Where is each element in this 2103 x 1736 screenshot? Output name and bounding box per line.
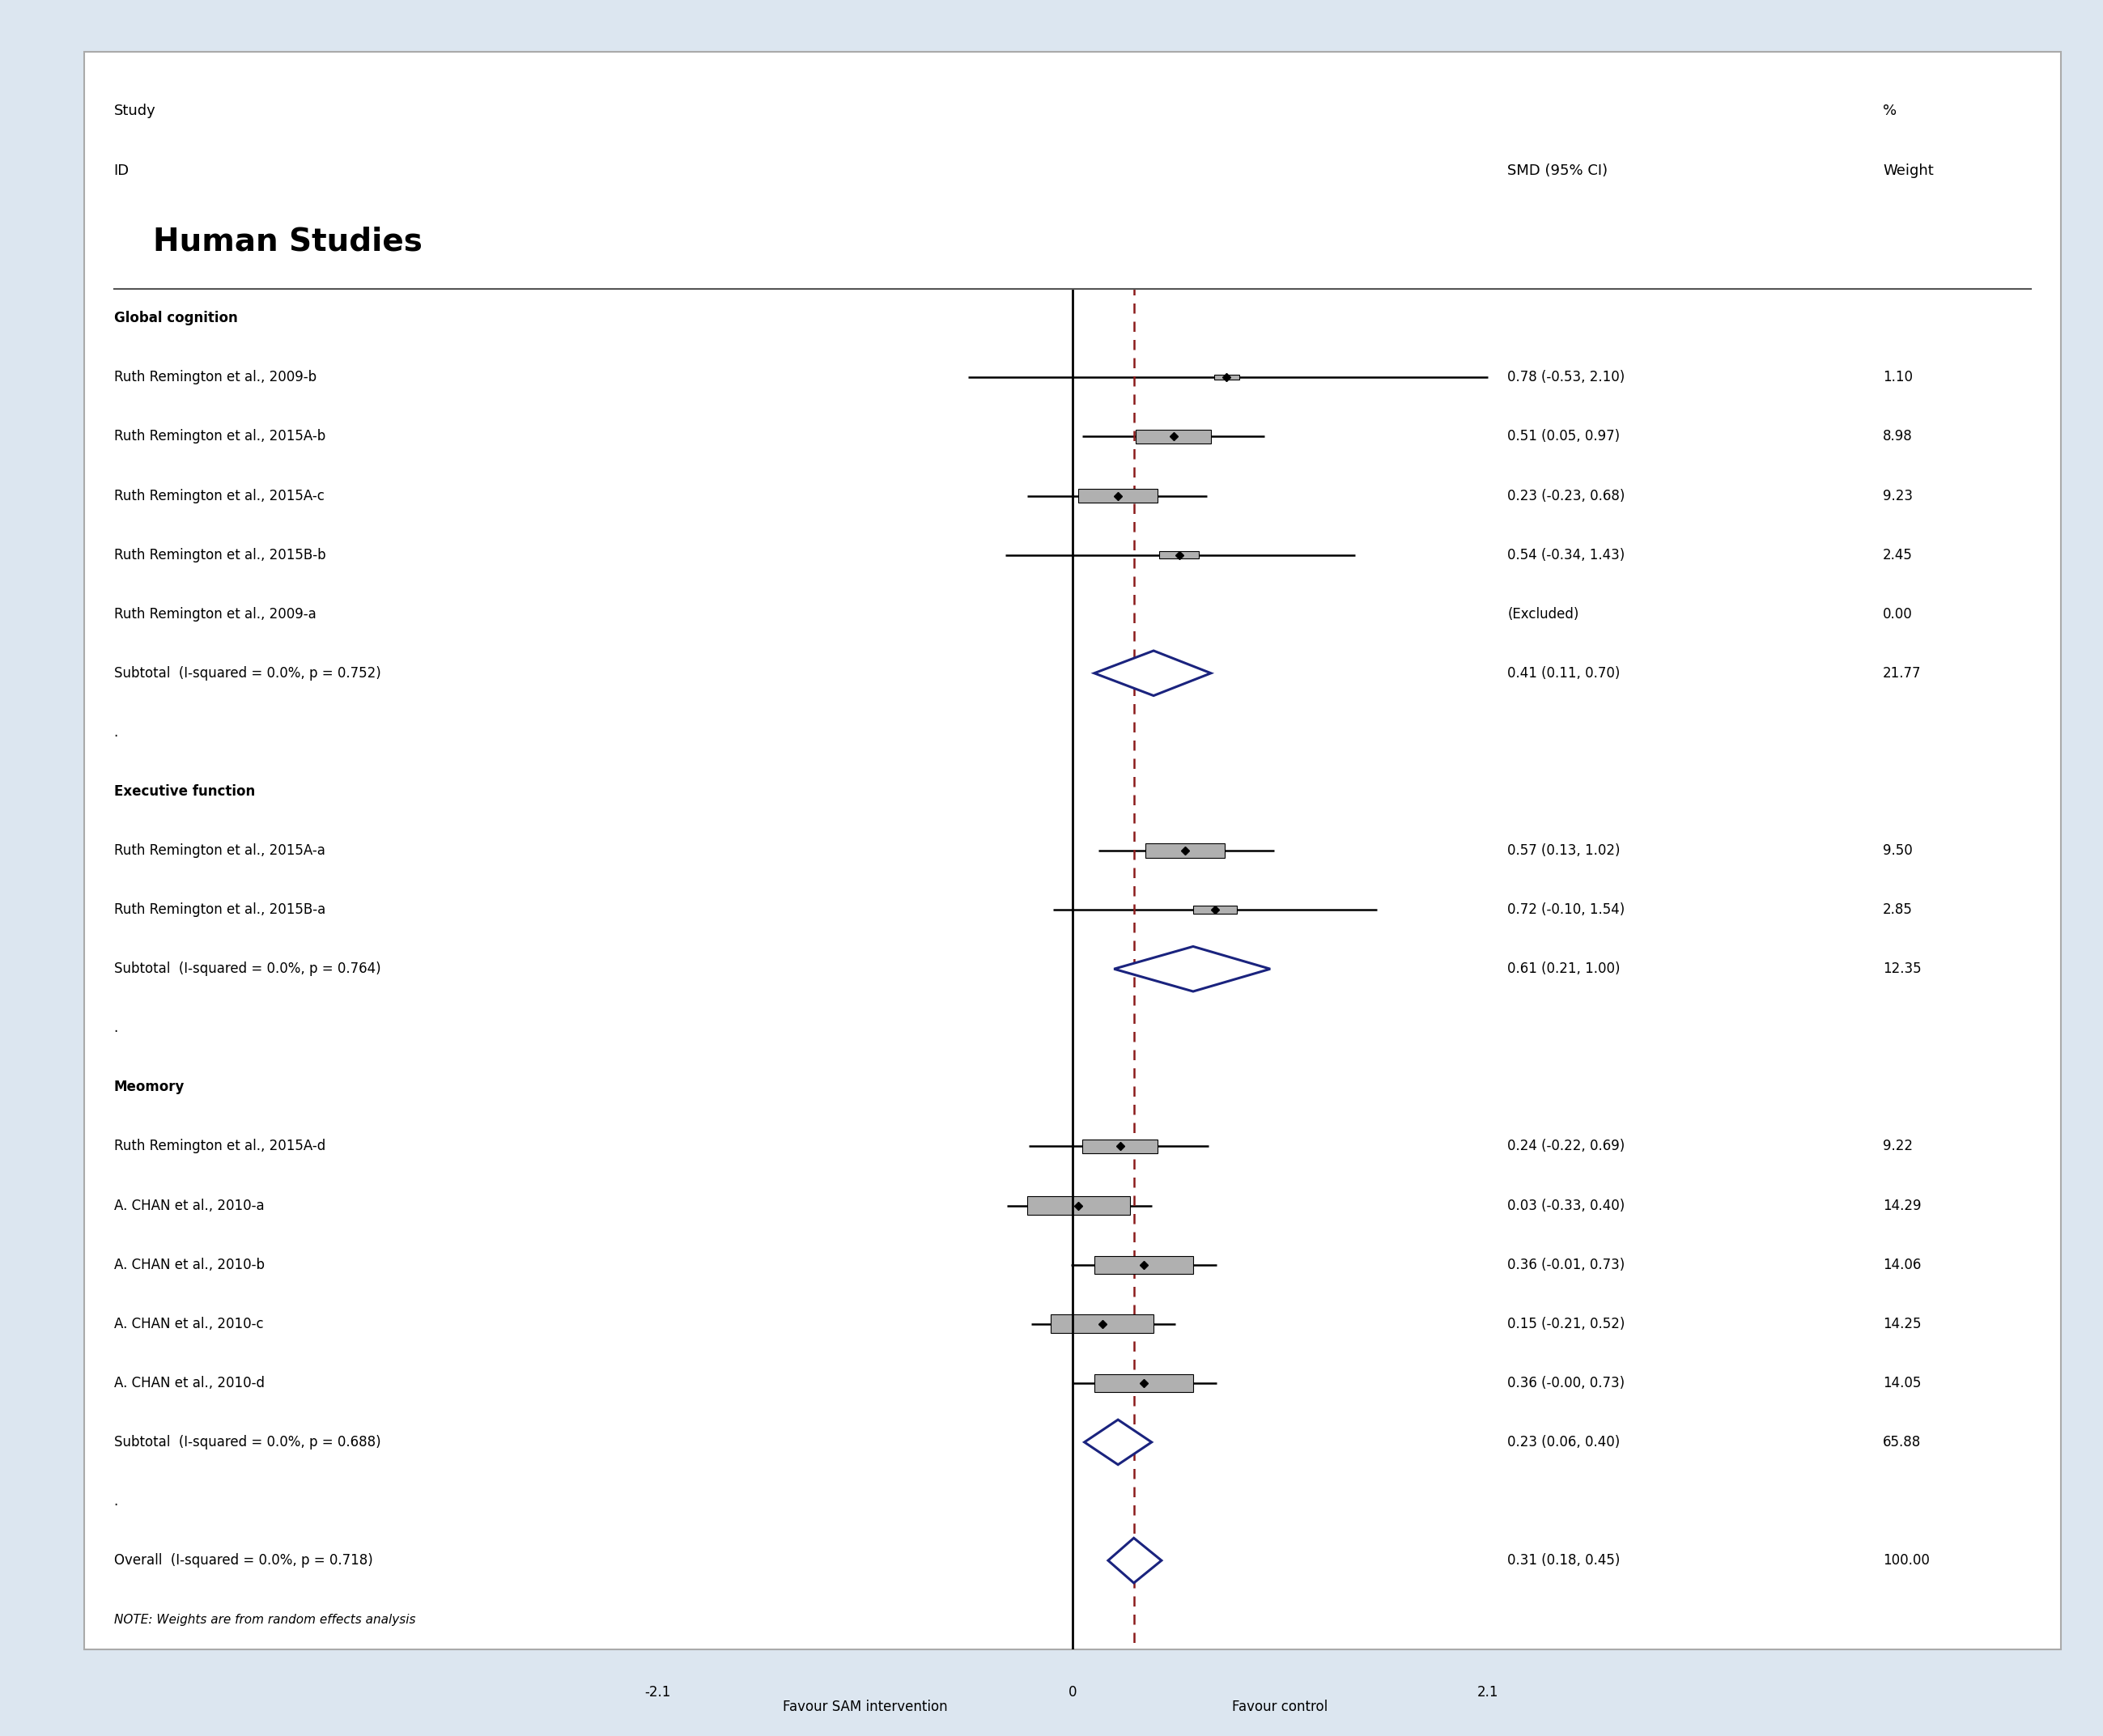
Text: 0.15 (-0.21, 0.52): 0.15 (-0.21, 0.52) (1508, 1316, 1626, 1332)
Text: 2.45: 2.45 (1882, 547, 1914, 562)
Text: 0.72 (-0.10, 1.54): 0.72 (-0.10, 1.54) (1508, 903, 1626, 917)
Text: 14.29: 14.29 (1882, 1198, 1922, 1213)
Bar (1083, 1139, 1157, 1153)
Text: Ruth Remington et al., 2015A-b: Ruth Remington et al., 2015A-b (114, 429, 326, 444)
Bar (1146, 844, 1224, 858)
Text: 9.50: 9.50 (1882, 844, 1914, 858)
Bar (1079, 488, 1157, 503)
Text: Overall  (I-squared = 0.0%, p = 0.718): Overall (I-squared = 0.0%, p = 0.718) (114, 1554, 372, 1568)
Text: 14.05: 14.05 (1882, 1375, 1922, 1391)
Bar (1026, 1196, 1129, 1215)
Text: .: . (114, 1495, 118, 1509)
Text: 0.24 (-0.22, 0.69): 0.24 (-0.22, 0.69) (1508, 1139, 1626, 1154)
Text: Ruth Remington et al., 2015B-b: Ruth Remington et al., 2015B-b (114, 547, 326, 562)
Bar (1213, 375, 1239, 380)
Text: 0.54 (-0.34, 1.43): 0.54 (-0.34, 1.43) (1508, 547, 1626, 562)
Text: 65.88: 65.88 (1882, 1436, 1922, 1450)
Text: 0.51 (0.05, 0.97): 0.51 (0.05, 0.97) (1508, 429, 1619, 444)
Text: 0.41 (0.11, 0.70): 0.41 (0.11, 0.70) (1508, 667, 1619, 681)
Text: 2.1: 2.1 (1476, 1684, 1499, 1700)
Text: 14.06: 14.06 (1882, 1257, 1922, 1272)
Polygon shape (1085, 1420, 1152, 1465)
Bar (1136, 431, 1211, 443)
Text: 8.98: 8.98 (1882, 429, 1914, 444)
Bar (1094, 1255, 1192, 1274)
Text: 0.00: 0.00 (1882, 608, 1914, 621)
Text: 0.36 (-0.01, 0.73): 0.36 (-0.01, 0.73) (1508, 1257, 1626, 1272)
Text: .: . (114, 726, 118, 740)
Text: Ruth Remington et al., 2015A-c: Ruth Remington et al., 2015A-c (114, 488, 324, 503)
Text: A. CHAN et al., 2010-a: A. CHAN et al., 2010-a (114, 1198, 265, 1213)
Text: Subtotal  (I-squared = 0.0%, p = 0.752): Subtotal (I-squared = 0.0%, p = 0.752) (114, 667, 381, 681)
Bar (1094, 1375, 1192, 1392)
Text: Ruth Remington et al., 2009-b: Ruth Remington et al., 2009-b (114, 370, 315, 385)
Text: 0.36 (-0.00, 0.73): 0.36 (-0.00, 0.73) (1508, 1375, 1626, 1391)
Text: 0.31 (0.18, 0.45): 0.31 (0.18, 0.45) (1508, 1554, 1619, 1568)
Text: ID: ID (114, 163, 128, 177)
Text: -2.1: -2.1 (644, 1684, 671, 1700)
Bar (1052, 1314, 1155, 1333)
Text: 12.35: 12.35 (1882, 962, 1922, 976)
Text: Ruth Remington et al., 2015A-d: Ruth Remington et al., 2015A-d (114, 1139, 326, 1154)
Text: Subtotal  (I-squared = 0.0%, p = 0.764): Subtotal (I-squared = 0.0%, p = 0.764) (114, 962, 381, 976)
Text: Favour SAM intervention: Favour SAM intervention (782, 1700, 946, 1713)
Text: Weight: Weight (1882, 163, 1935, 177)
Text: Ruth Remington et al., 2015A-a: Ruth Remington et al., 2015A-a (114, 844, 326, 858)
Text: (Excluded): (Excluded) (1508, 608, 1579, 621)
Text: Subtotal  (I-squared = 0.0%, p = 0.688): Subtotal (I-squared = 0.0%, p = 0.688) (114, 1436, 381, 1450)
Text: 100.00: 100.00 (1882, 1554, 1931, 1568)
Bar (1159, 552, 1199, 559)
Text: NOTE: Weights are from random effects analysis: NOTE: Weights are from random effects an… (114, 1613, 414, 1625)
Text: 9.23: 9.23 (1882, 488, 1914, 503)
Text: 0.57 (0.13, 1.02): 0.57 (0.13, 1.02) (1508, 844, 1619, 858)
Text: 21.77: 21.77 (1882, 667, 1922, 681)
Polygon shape (1108, 1538, 1161, 1583)
Text: A. CHAN et al., 2010-c: A. CHAN et al., 2010-c (114, 1316, 263, 1332)
Text: %: % (1882, 104, 1897, 118)
Text: Human Studies: Human Studies (154, 226, 423, 257)
Text: Meomory: Meomory (114, 1080, 185, 1094)
Text: Ruth Remington et al., 2015B-a: Ruth Remington et al., 2015B-a (114, 903, 326, 917)
Text: 0: 0 (1068, 1684, 1077, 1700)
Text: A. CHAN et al., 2010-b: A. CHAN et al., 2010-b (114, 1257, 265, 1272)
Text: Favour control: Favour control (1232, 1700, 1327, 1713)
Text: Ruth Remington et al., 2009-a: Ruth Remington et al., 2009-a (114, 608, 315, 621)
Polygon shape (1094, 651, 1211, 696)
Text: SMD (95% CI): SMD (95% CI) (1508, 163, 1609, 177)
Text: Global cognition: Global cognition (114, 311, 238, 326)
Text: A. CHAN et al., 2010-d: A. CHAN et al., 2010-d (114, 1375, 265, 1391)
Text: 0.23 (0.06, 0.40): 0.23 (0.06, 0.40) (1508, 1436, 1619, 1450)
Text: 0.23 (-0.23, 0.68): 0.23 (-0.23, 0.68) (1508, 488, 1626, 503)
Text: 2.85: 2.85 (1882, 903, 1914, 917)
Text: 0.78 (-0.53, 2.10): 0.78 (-0.53, 2.10) (1508, 370, 1626, 385)
Text: Executive function: Executive function (114, 785, 254, 799)
Text: 9.22: 9.22 (1882, 1139, 1914, 1154)
Text: 0.03 (-0.33, 0.40): 0.03 (-0.33, 0.40) (1508, 1198, 1626, 1213)
Text: .: . (114, 1021, 118, 1035)
Text: 14.25: 14.25 (1882, 1316, 1922, 1332)
Text: Study: Study (114, 104, 156, 118)
Text: 1.10: 1.10 (1882, 370, 1914, 385)
Polygon shape (1115, 946, 1270, 991)
Text: 0.61 (0.21, 1.00): 0.61 (0.21, 1.00) (1508, 962, 1619, 976)
Bar (1192, 906, 1237, 913)
